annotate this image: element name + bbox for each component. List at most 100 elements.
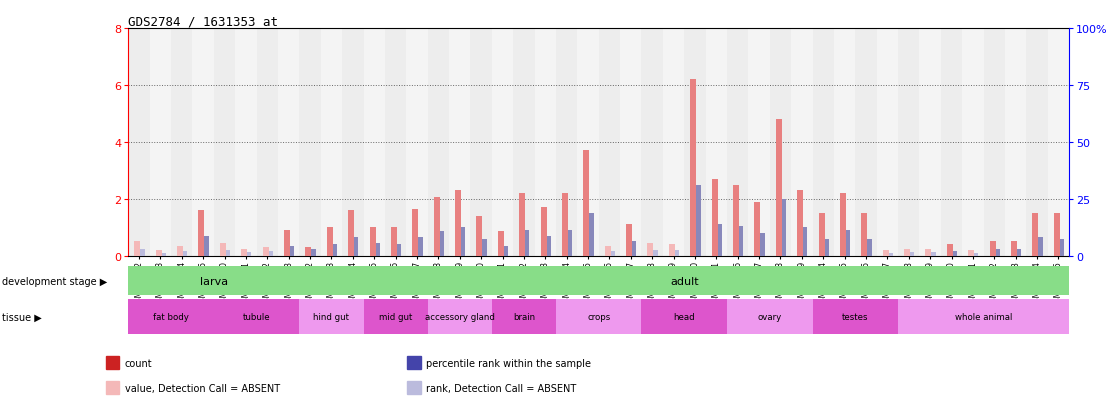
Bar xyxy=(855,29,877,256)
Bar xyxy=(862,214,867,256)
Bar xyxy=(1054,214,1060,256)
Bar xyxy=(776,120,782,256)
Bar xyxy=(262,247,269,256)
Bar xyxy=(320,29,343,256)
Bar xyxy=(311,249,316,256)
Bar xyxy=(364,29,385,256)
Bar xyxy=(214,299,299,335)
Bar xyxy=(904,249,910,256)
Bar xyxy=(770,29,791,256)
Bar xyxy=(668,244,675,256)
Bar xyxy=(642,29,663,256)
Bar xyxy=(412,209,418,256)
Bar xyxy=(171,29,192,256)
Bar xyxy=(898,29,920,256)
Bar xyxy=(953,251,958,256)
Bar xyxy=(248,253,251,256)
Bar xyxy=(299,29,320,256)
Bar xyxy=(932,253,935,256)
Bar xyxy=(812,299,898,335)
Text: adult: adult xyxy=(670,276,699,286)
Bar xyxy=(156,250,162,256)
Bar xyxy=(990,242,995,256)
Bar xyxy=(925,249,932,256)
Bar xyxy=(1032,214,1038,256)
Bar xyxy=(883,250,888,256)
Bar xyxy=(513,29,535,256)
Bar xyxy=(225,250,230,256)
Text: brain: brain xyxy=(513,313,535,321)
Bar xyxy=(620,29,642,256)
Bar xyxy=(162,253,166,256)
Bar xyxy=(461,228,465,256)
Bar xyxy=(343,29,364,256)
Bar xyxy=(492,299,556,335)
Bar xyxy=(760,233,764,256)
Bar xyxy=(449,29,471,256)
Text: ovary: ovary xyxy=(758,313,782,321)
Bar xyxy=(920,29,941,256)
Bar xyxy=(898,299,1069,335)
Bar xyxy=(556,299,642,335)
Bar xyxy=(427,299,492,335)
Text: development stage ▶: development stage ▶ xyxy=(2,276,107,286)
Bar xyxy=(306,247,311,256)
Bar xyxy=(1017,250,1021,256)
Bar xyxy=(471,29,492,256)
Bar xyxy=(791,29,812,256)
Text: crops: crops xyxy=(587,313,610,321)
Text: value, Detection Call = ABSENT: value, Detection Call = ABSENT xyxy=(125,383,280,393)
Bar xyxy=(739,226,743,256)
Bar xyxy=(705,29,727,256)
Bar xyxy=(946,244,953,256)
Bar xyxy=(364,299,427,335)
Bar xyxy=(675,250,680,256)
Bar xyxy=(584,151,589,256)
Bar xyxy=(663,29,684,256)
Bar xyxy=(589,214,594,256)
Text: tubule: tubule xyxy=(243,313,270,321)
Bar xyxy=(733,185,739,256)
Bar xyxy=(727,299,812,335)
Bar xyxy=(299,266,1069,295)
Bar xyxy=(354,237,358,256)
Text: count: count xyxy=(125,358,153,368)
Bar xyxy=(498,232,503,256)
Bar xyxy=(440,232,444,256)
Bar xyxy=(128,266,299,295)
Bar xyxy=(712,179,718,256)
Text: larva: larva xyxy=(200,276,228,286)
Bar xyxy=(204,236,209,256)
Bar xyxy=(605,246,610,256)
Bar xyxy=(1048,29,1069,256)
Bar xyxy=(568,230,573,256)
Bar xyxy=(283,230,290,256)
Bar xyxy=(199,211,204,256)
Text: whole animal: whole animal xyxy=(955,313,1012,321)
Bar xyxy=(492,29,513,256)
Bar xyxy=(626,225,632,256)
Bar xyxy=(427,29,449,256)
Bar xyxy=(782,199,786,256)
Bar xyxy=(540,208,547,256)
Bar xyxy=(812,29,834,256)
Bar xyxy=(877,29,898,256)
Bar xyxy=(391,228,397,256)
Bar xyxy=(691,80,696,256)
Bar xyxy=(598,29,620,256)
Bar xyxy=(684,29,705,256)
Text: testes: testes xyxy=(843,313,868,321)
Bar xyxy=(269,252,273,256)
Bar xyxy=(718,225,722,256)
Bar xyxy=(1038,237,1042,256)
Bar xyxy=(654,250,657,256)
Bar xyxy=(727,29,749,256)
Bar xyxy=(941,29,962,256)
Bar xyxy=(910,253,914,256)
Bar xyxy=(455,191,461,256)
Bar xyxy=(696,185,701,256)
Bar xyxy=(846,230,850,256)
Text: percentile rank within the sample: percentile rank within the sample xyxy=(426,358,591,368)
Bar xyxy=(647,243,654,256)
Bar xyxy=(418,237,423,256)
